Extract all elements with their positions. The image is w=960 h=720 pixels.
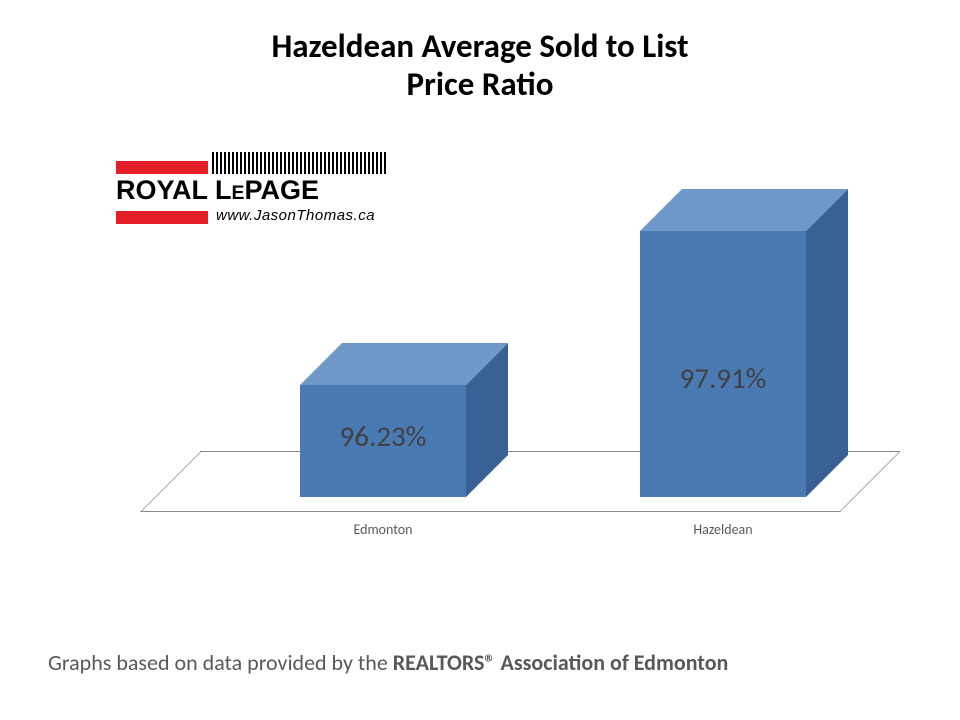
bar-value-label: 96.23% bbox=[273, 418, 493, 454]
logo-brand-text: ROYAL LEPAGE bbox=[116, 175, 416, 206]
title-line-2: Price Ratio bbox=[407, 64, 554, 104]
footer-attribution: Graphs based on data provided by the REA… bbox=[48, 649, 728, 676]
logo-url: www.JasonThomas.ca bbox=[216, 207, 375, 224]
logo-bottom-row: www.JasonThomas.ca bbox=[116, 207, 416, 224]
logo-red-bar bbox=[116, 211, 208, 224]
logo-barcode-stripes bbox=[212, 152, 387, 174]
axis-category-label: Edmonton bbox=[283, 521, 483, 538]
logo-top-row bbox=[116, 152, 416, 174]
footer-prefix: Graphs based on data provided by the bbox=[48, 649, 393, 676]
royal-lepage-logo: ROYAL LEPAGE www.JasonThomas.ca bbox=[116, 152, 416, 224]
logo-red-bar bbox=[116, 161, 208, 174]
bar-value-label: 97.91% bbox=[613, 360, 833, 396]
bar-side bbox=[806, 189, 848, 497]
title-line-1: Hazeldean Average Sold to List bbox=[271, 26, 688, 66]
footer-bold: REALTORS® Association of Edmonton bbox=[393, 649, 729, 676]
chart-title: Hazeldean Average Sold to List Price Rat… bbox=[0, 28, 960, 104]
axis-category-label: Hazeldean bbox=[623, 521, 823, 538]
